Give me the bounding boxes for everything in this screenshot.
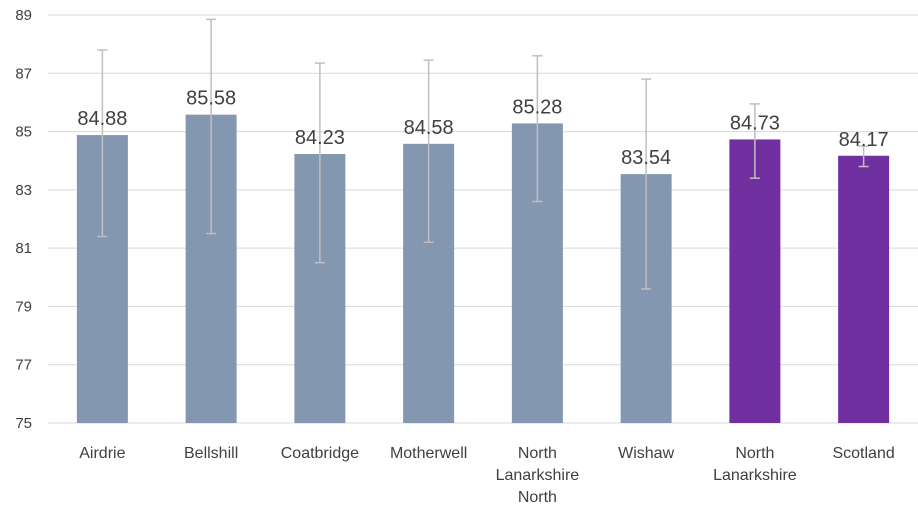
error-bar bbox=[641, 78, 652, 290]
y-tick-label: 75 bbox=[15, 415, 32, 432]
x-category-label-line: Motherwell bbox=[390, 445, 467, 462]
x-category-label: Motherwell bbox=[390, 445, 467, 462]
data-label: 84.23 bbox=[295, 127, 345, 149]
x-category-label-line: North bbox=[735, 445, 774, 462]
gridlines bbox=[48, 14, 918, 424]
data-label: 84.58 bbox=[404, 117, 454, 139]
data-label: 84.88 bbox=[77, 108, 127, 130]
x-category-label-line: North bbox=[518, 489, 557, 506]
x-category-label: North Lanarkshire bbox=[713, 445, 797, 484]
x-category-label-line: Coatbridge bbox=[281, 445, 359, 462]
x-category-label: Wishaw bbox=[618, 445, 674, 462]
x-category-label: Airdrie bbox=[79, 445, 125, 462]
bars bbox=[76, 114, 890, 424]
data-label: 84.73 bbox=[730, 112, 780, 134]
bar bbox=[838, 155, 890, 423]
y-tick-label: 89 bbox=[15, 7, 32, 24]
x-category-label-line: Lanarkshire bbox=[713, 467, 797, 484]
x-category-label: Coatbridge bbox=[281, 445, 359, 462]
x-category-label-line: Lanarkshire bbox=[496, 467, 580, 484]
bar bbox=[729, 139, 781, 423]
data-labels: 84.88 85.58 84.23 84.58 85.28 83.54 84.73 84.17 bbox=[77, 88, 888, 169]
data-label: 84.17 bbox=[839, 129, 889, 151]
y-tick-label: 87 bbox=[15, 65, 32, 82]
error-bars bbox=[97, 18, 869, 290]
error-bar bbox=[858, 145, 869, 168]
error-bar bbox=[314, 62, 325, 264]
data-label: 85.58 bbox=[186, 88, 236, 110]
y-axis: 75 77 79 81 83 85 87 89 bbox=[15, 7, 32, 432]
x-category-label: Scotland bbox=[832, 445, 894, 462]
y-tick-label: 83 bbox=[15, 182, 32, 199]
x-category-label: North Lanarkshire North bbox=[496, 445, 580, 506]
error-bar bbox=[97, 49, 108, 238]
x-category-label-line: Scotland bbox=[832, 445, 894, 462]
x-axis: Airdrie Bellshill Coatbridge Motherwell Nort… bbox=[79, 445, 895, 506]
error-bar bbox=[749, 103, 760, 179]
x-category-label-line: North bbox=[518, 445, 557, 462]
y-tick-label: 85 bbox=[15, 124, 32, 141]
x-category-label-line: Airdrie bbox=[79, 445, 125, 462]
x-category-label: Bellshill bbox=[184, 445, 238, 462]
error-bar bbox=[206, 18, 217, 235]
y-tick-label: 79 bbox=[15, 298, 32, 315]
x-category-label-line: Bellshill bbox=[184, 445, 238, 462]
data-label: 83.54 bbox=[621, 147, 671, 169]
y-tick-label: 77 bbox=[15, 357, 32, 374]
y-tick-label: 81 bbox=[15, 240, 32, 257]
error-bar bbox=[532, 55, 543, 203]
x-category-label-line: Wishaw bbox=[618, 445, 674, 462]
data-label: 85.28 bbox=[512, 96, 562, 118]
error-bar bbox=[423, 59, 434, 244]
